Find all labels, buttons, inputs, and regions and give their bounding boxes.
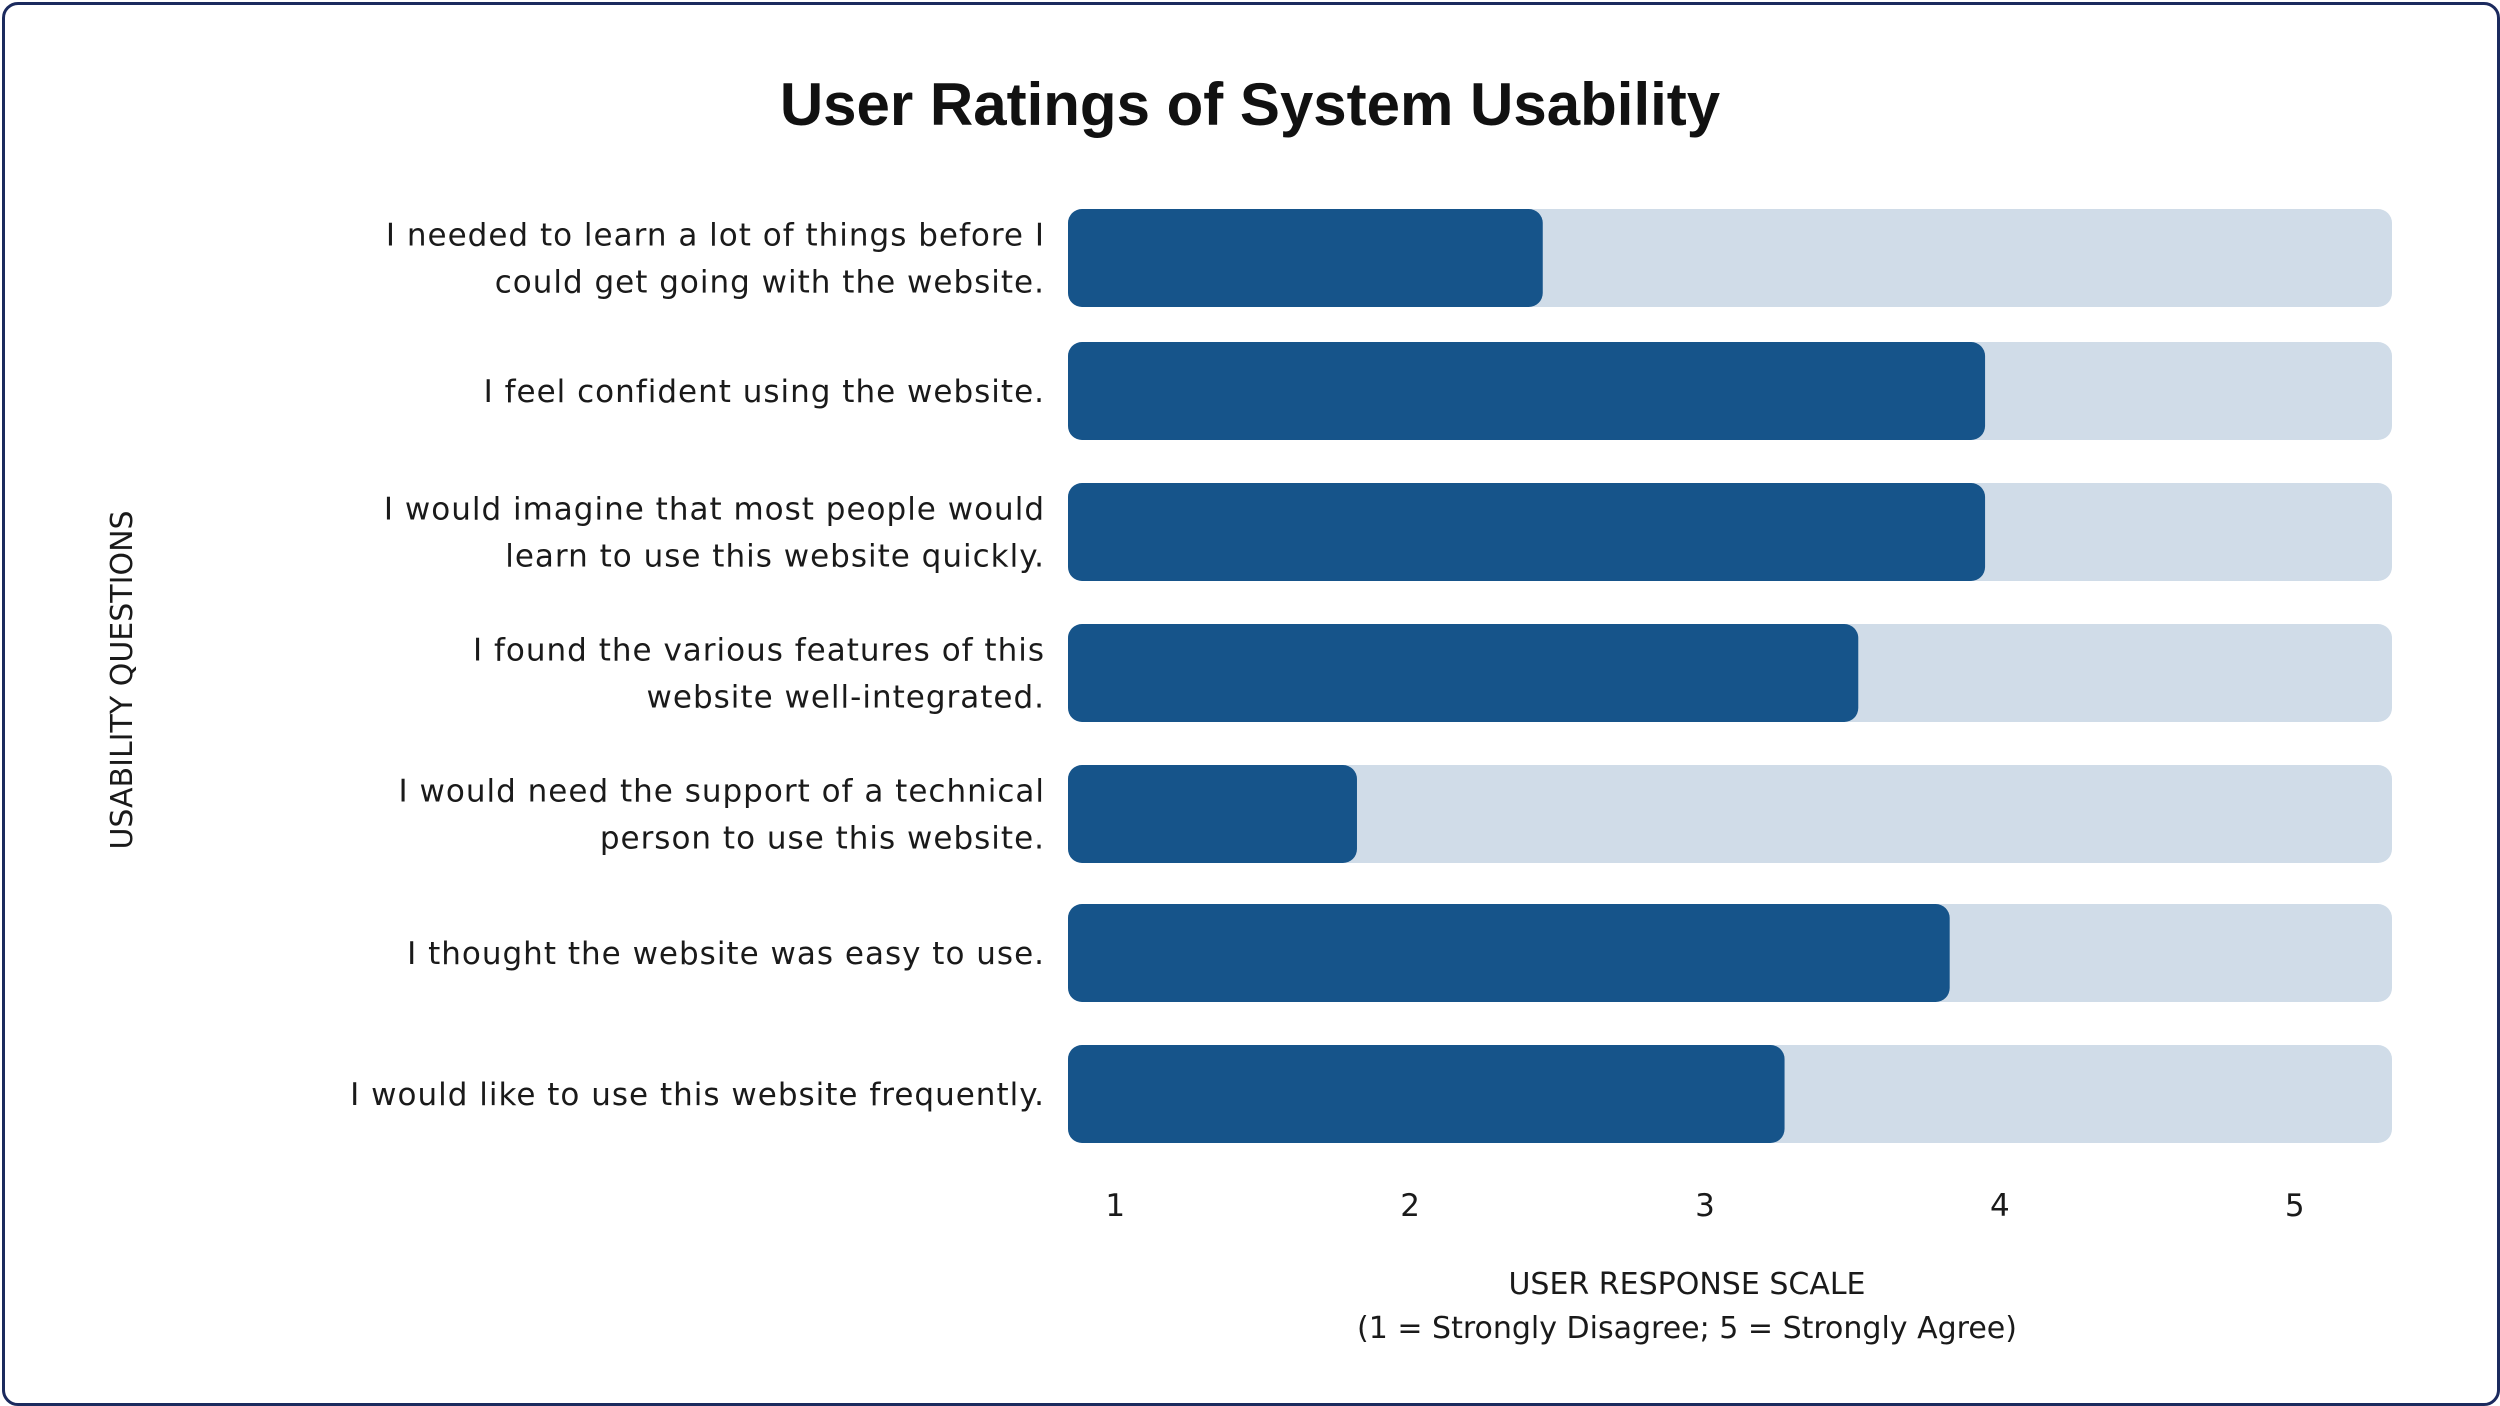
bar	[1068, 1045, 1785, 1143]
x-tick-labels: 1 2 3 4 5	[1105, 1188, 2304, 1224]
chart-title: User Ratings of System Usability	[780, 71, 1721, 138]
category-label: I would need the support of a technical	[399, 774, 1045, 810]
x-tick-label: 3	[1695, 1188, 1715, 1224]
bar	[1068, 342, 1986, 440]
x-tick-label: 2	[1400, 1188, 1420, 1224]
bar	[1068, 483, 1986, 581]
bar	[1068, 765, 1357, 863]
x-axis-title: USER RESPONSE SCALE	[1508, 1267, 1865, 1302]
bar	[1068, 624, 1859, 722]
x-tick-label: 5	[2285, 1188, 2305, 1224]
category-label: I thought the website was easy to use.	[407, 936, 1045, 972]
category-label: learn to use this website quickly.	[505, 539, 1045, 575]
category-label: I would like to use this website frequen…	[350, 1077, 1045, 1113]
category-label: I would imagine that most people would	[384, 492, 1045, 528]
bar	[1068, 904, 1950, 1002]
category-label: could get going with the website.	[495, 265, 1045, 301]
category-label: I needed to learn a lot of things before…	[386, 218, 1045, 254]
category-label: I found the various features of this	[473, 633, 1045, 669]
category-label: I feel confident using the website.	[484, 374, 1045, 410]
category-label: website well-integrated.	[647, 680, 1045, 716]
bars	[1068, 209, 1986, 1143]
bar-track	[1068, 765, 2392, 863]
y-axis-title: USABILITY QUESTIONS	[105, 510, 140, 849]
x-axis-subtitle: (1 = Strongly Disagree; 5 = Strongly Agr…	[1357, 1311, 2017, 1346]
x-tick-label: 1	[1105, 1188, 1125, 1224]
category-label: person to use this website.	[600, 821, 1045, 857]
bar	[1068, 209, 1543, 307]
category-labels: I needed to learn a lot of things before…	[350, 218, 1045, 1114]
x-tick-label: 4	[1990, 1188, 2010, 1224]
